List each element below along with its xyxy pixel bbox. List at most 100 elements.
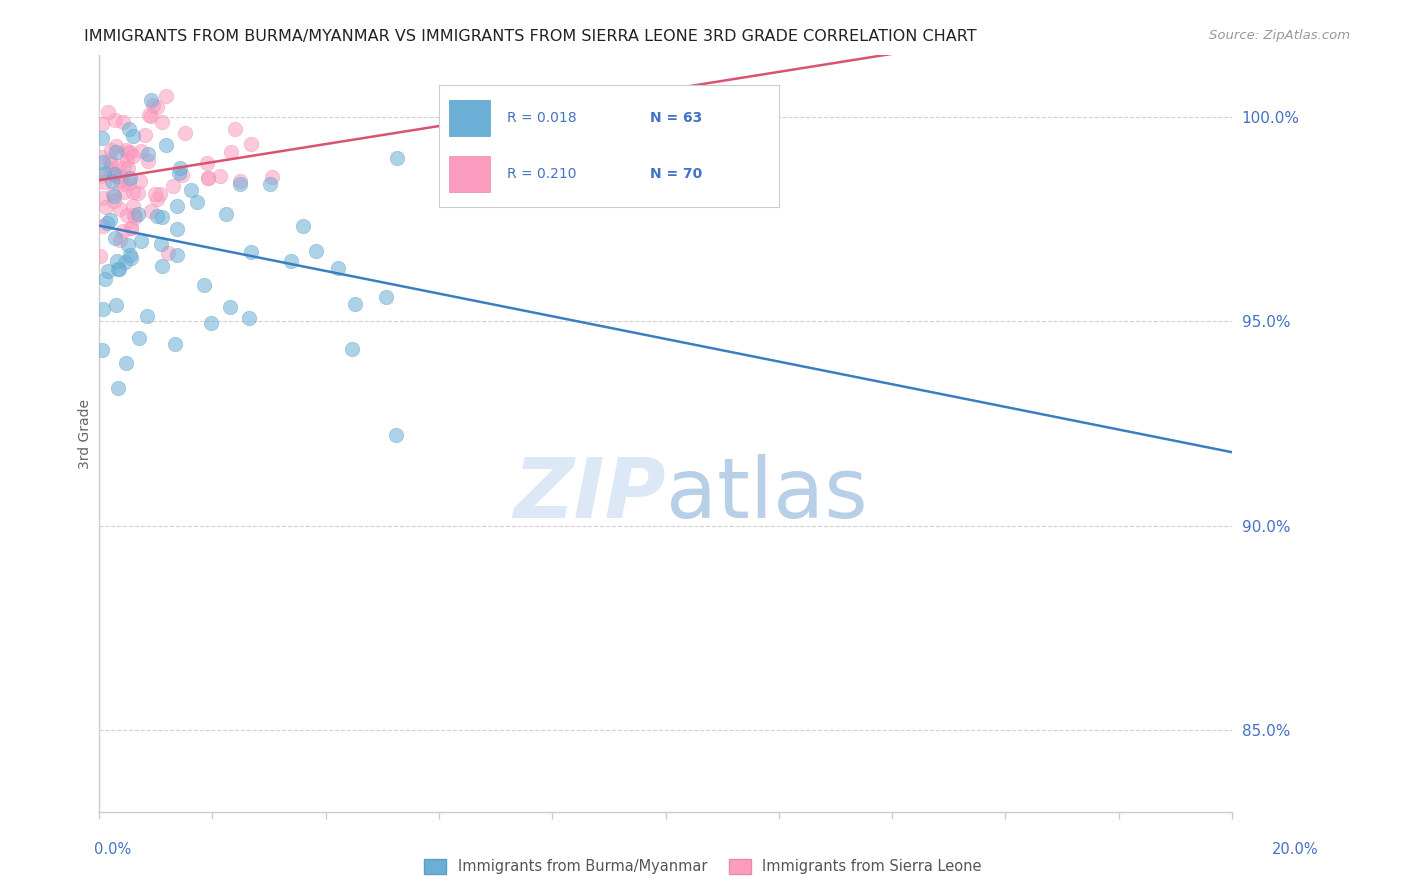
Point [101, 174, 124, 188]
Point [141, 204, 163, 219]
Point [91, 155, 114, 169]
Text: IMMIGRANTS FROM BURMA/MYANMAR VS IMMIGRANTS FROM SIERRA LEONE 3RD GRADE CORRELAT: IMMIGRANTS FROM BURMA/MYANMAR VS IMMIGRA… [84, 29, 977, 44]
Text: atlas: atlas [665, 454, 868, 534]
Point [89, 249, 111, 263]
Point [103, 194, 125, 208]
Point [305, 244, 328, 259]
Point [200, 316, 222, 330]
Point [93, 175, 115, 189]
Text: 20.0%: 20.0% [1272, 842, 1319, 856]
Point [115, 153, 138, 168]
Point [94, 271, 117, 285]
Point [169, 161, 191, 175]
Point [110, 169, 132, 184]
Point [121, 185, 143, 199]
Point [259, 177, 281, 191]
Point [120, 220, 142, 235]
Point [262, 169, 284, 184]
Point [156, 245, 179, 260]
Point [98, 161, 121, 176]
Point [149, 236, 172, 251]
Point [124, 210, 146, 224]
Point [340, 343, 363, 357]
Point [122, 209, 145, 223]
Text: ZIP: ZIP [513, 454, 665, 534]
Point [112, 161, 135, 175]
Point [136, 154, 159, 169]
Point [112, 115, 135, 129]
Point [100, 158, 122, 172]
Point [238, 311, 260, 326]
Point [150, 260, 173, 274]
Point [96, 216, 118, 230]
Point [195, 156, 218, 170]
Point [115, 143, 138, 157]
Point [122, 199, 145, 213]
Point [108, 159, 131, 173]
Point [385, 151, 408, 165]
Point [240, 245, 263, 260]
Point [142, 98, 165, 112]
Point [103, 187, 125, 202]
Point [229, 174, 252, 188]
Point [146, 209, 169, 223]
Point [173, 126, 195, 140]
Point [197, 170, 219, 185]
Point [240, 136, 263, 151]
Point [91, 117, 114, 131]
Point [91, 343, 114, 358]
Point [103, 189, 125, 203]
Point [138, 107, 160, 121]
Point [292, 219, 315, 234]
Point [127, 207, 149, 221]
Point [209, 169, 232, 183]
Point [89, 169, 111, 183]
Point [186, 195, 208, 210]
Point [146, 99, 169, 113]
Legend: Immigrants from Burma/Myanmar, Immigrants from Sierra Leone: Immigrants from Burma/Myanmar, Immigrant… [418, 853, 988, 880]
Point [165, 336, 187, 351]
Point [128, 331, 150, 345]
Point [105, 145, 128, 160]
Point [170, 168, 193, 182]
Point [91, 301, 114, 316]
Point [139, 109, 162, 123]
Point [112, 185, 135, 199]
Point [139, 93, 162, 107]
Point [104, 169, 127, 183]
Point [280, 253, 302, 268]
Point [219, 145, 242, 159]
Point [104, 113, 127, 128]
Point [121, 128, 143, 143]
Point [136, 309, 159, 323]
Point [117, 122, 139, 136]
Point [115, 209, 138, 223]
Text: Source: ZipAtlas.com: Source: ZipAtlas.com [1209, 29, 1350, 42]
Point [215, 207, 238, 221]
Point [105, 253, 128, 268]
Point [91, 131, 114, 145]
Point [105, 298, 128, 312]
Point [224, 122, 246, 136]
Point [166, 199, 188, 213]
Point [326, 261, 349, 276]
Point [129, 174, 152, 188]
Point [180, 183, 202, 197]
Point [98, 213, 121, 227]
Point [114, 178, 136, 192]
Point [108, 233, 131, 247]
Point [129, 145, 152, 159]
Point [218, 300, 240, 314]
Point [91, 219, 114, 234]
Point [108, 262, 131, 277]
Point [94, 200, 117, 214]
Point [118, 170, 141, 185]
Point [155, 138, 177, 153]
Point [129, 234, 152, 248]
Point [97, 105, 120, 120]
Point [112, 224, 135, 238]
Point [146, 193, 169, 207]
Point [138, 147, 160, 161]
Point [385, 427, 408, 442]
Point [167, 166, 190, 180]
